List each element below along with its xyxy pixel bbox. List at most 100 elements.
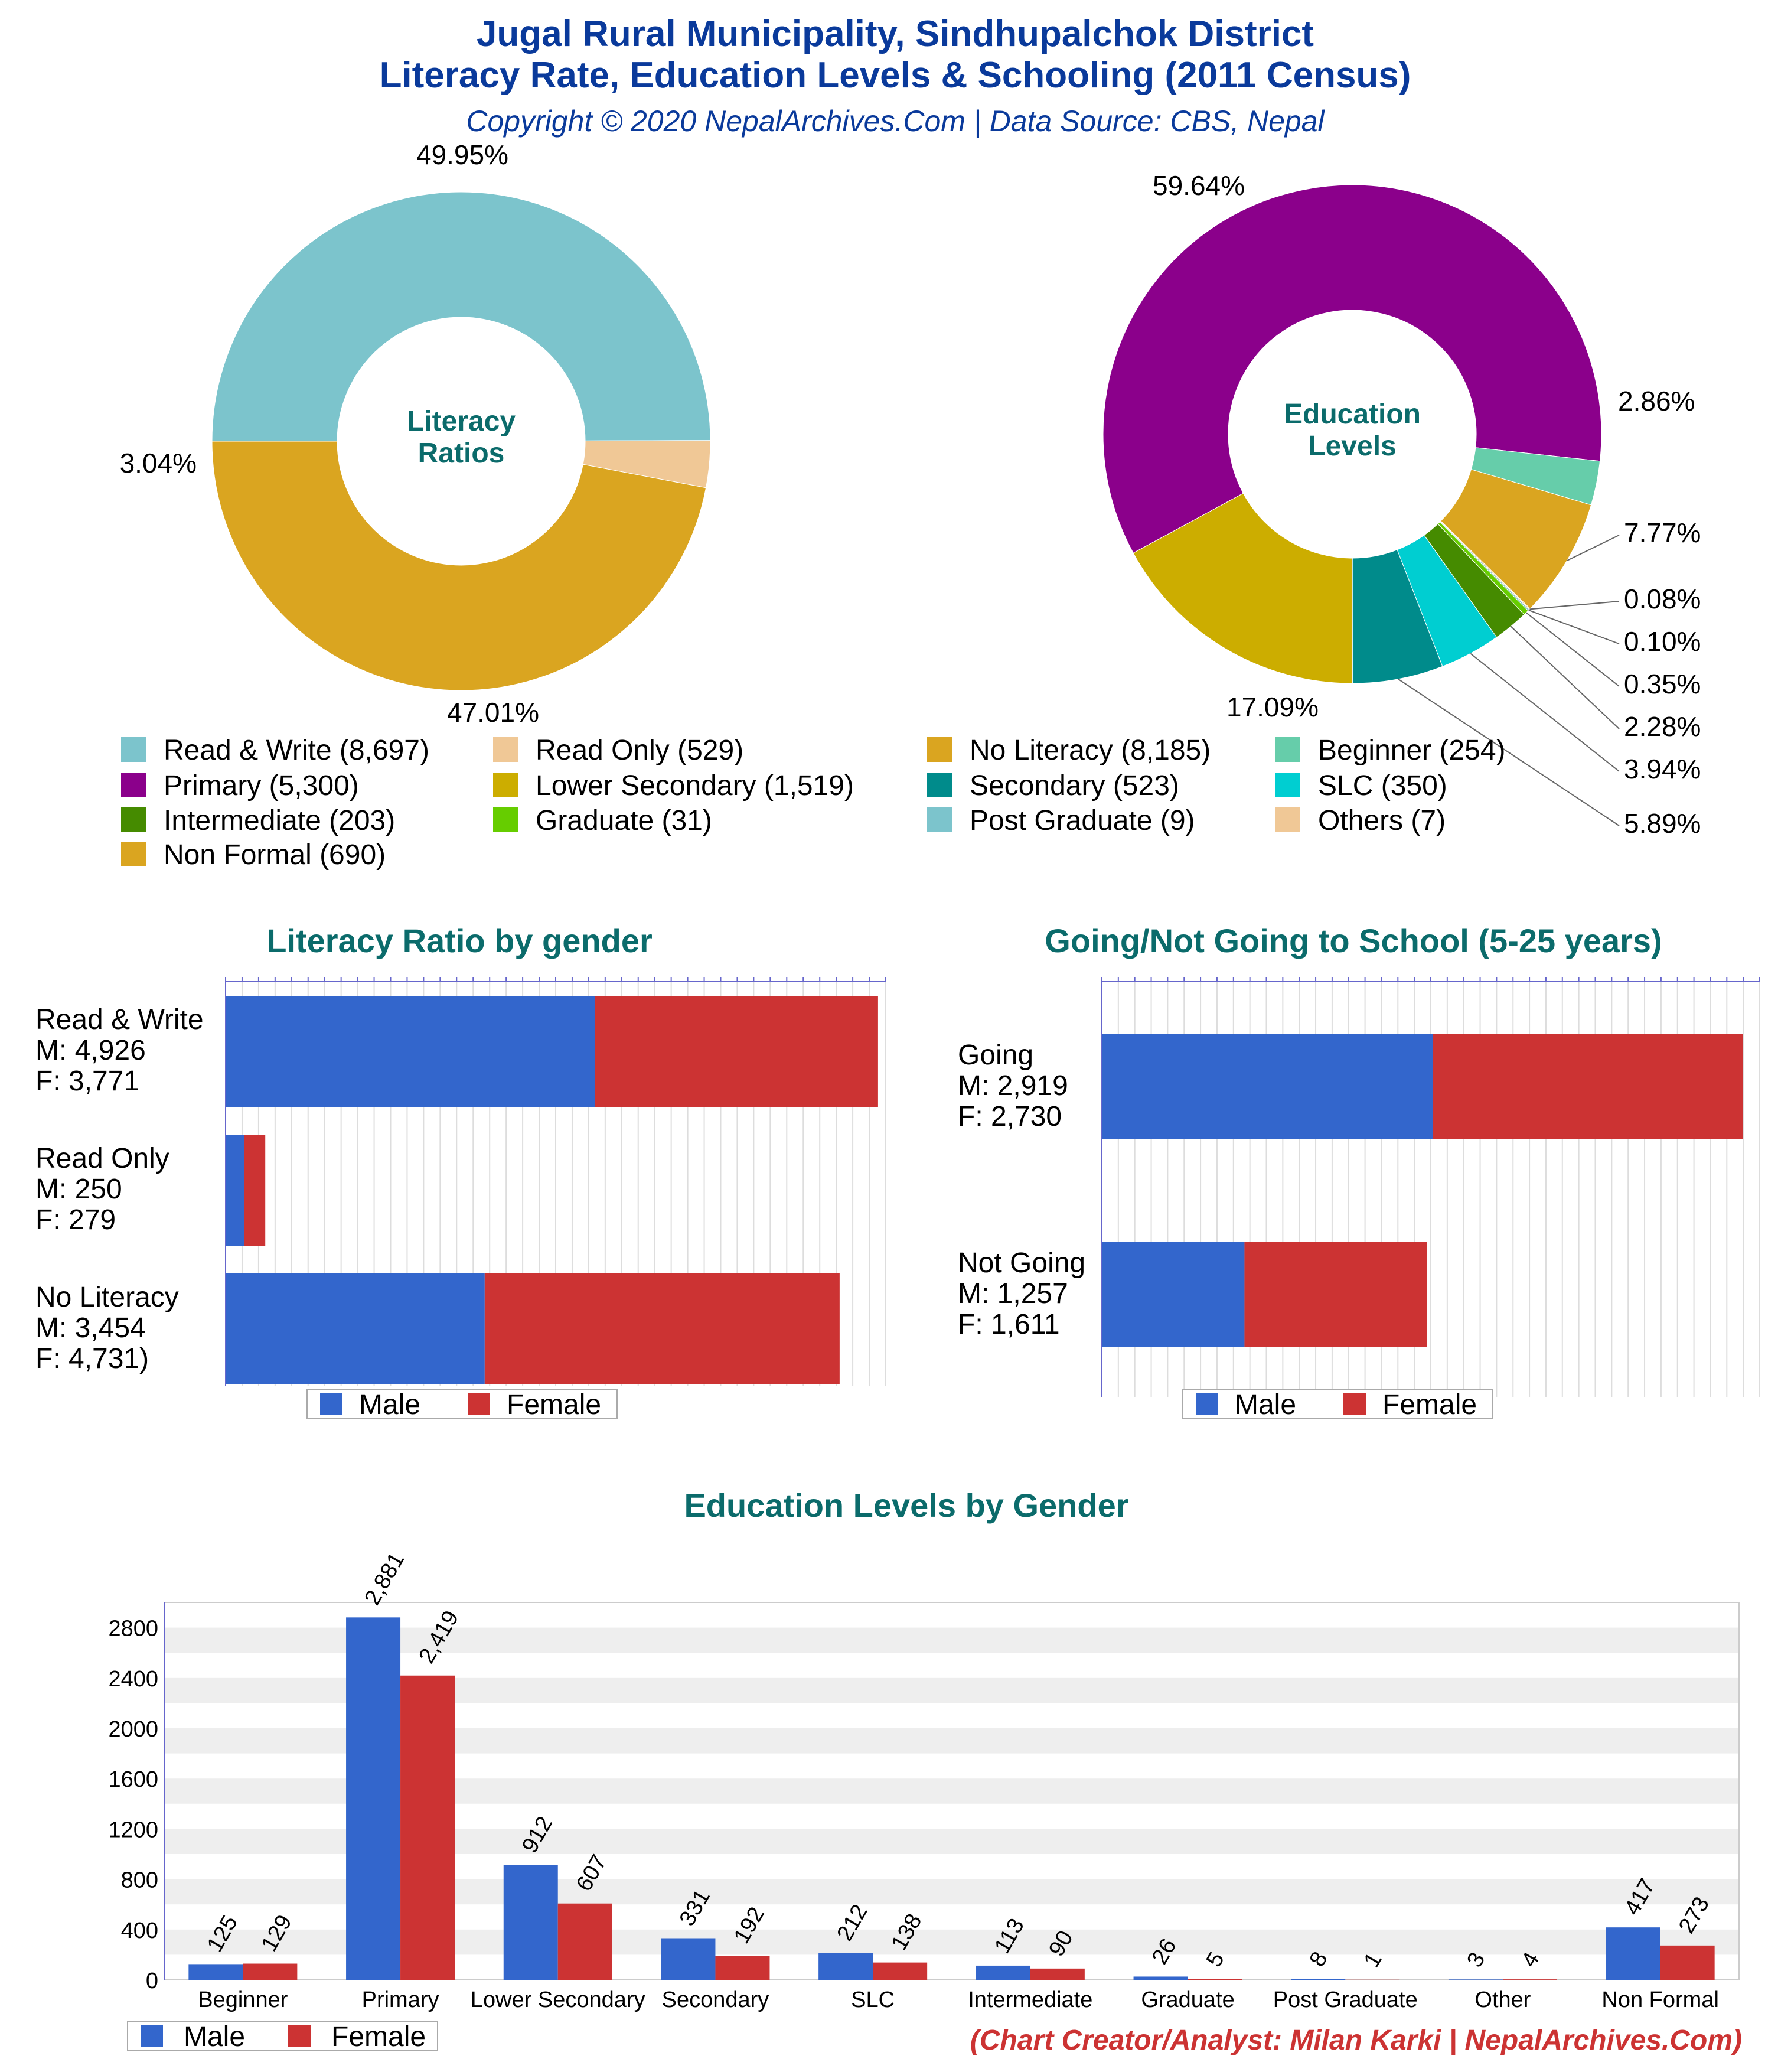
bar-male — [1291, 1979, 1346, 1980]
bar-male — [346, 1617, 401, 1980]
pie-legend: Read & Write (8,697) Read Only (529) No Li… — [121, 735, 1506, 871]
bar-male — [661, 1938, 716, 1980]
legend-swatch — [121, 737, 146, 762]
percent-label: 0.10% — [1624, 626, 1701, 657]
x-tick-label: Graduate — [1141, 1988, 1234, 2012]
bar-female — [400, 1675, 455, 1980]
legend-label-male: Male — [1235, 1389, 1296, 1421]
legend-label: Primary (5,300) — [164, 770, 359, 802]
legend-label: Others (7) — [1318, 805, 1446, 836]
x-tick-label: Other — [1474, 1988, 1531, 2012]
legend-label: Read & Write (8,697) — [164, 735, 429, 766]
category-label: M: 4,926 — [35, 1035, 146, 1066]
category-label: Going — [958, 1040, 1033, 1071]
x-tick-label: SLC — [851, 1988, 895, 2012]
category-label: Read & Write — [35, 1004, 204, 1035]
x-tick-label: Secondary — [662, 1988, 769, 2012]
legend-swatch — [1275, 807, 1300, 832]
slice-no-literacy — [211, 441, 707, 691]
legend-swatch — [927, 807, 952, 832]
x-tick-label: Intermediate — [968, 1988, 1092, 2012]
legend-label: Read Only (529) — [536, 735, 743, 766]
legend-label: Intermediate (203) — [164, 805, 395, 836]
category-label: M: 250 — [35, 1174, 122, 1205]
slice-primary — [1102, 184, 1602, 554]
category-label: F: 3,771 — [35, 1066, 139, 1097]
bar-male — [1102, 1242, 1245, 1347]
donut-center-label: Education — [1284, 399, 1421, 430]
leader-line — [1470, 653, 1620, 772]
bar-male — [226, 996, 595, 1107]
legend-label: Beginner (254) — [1318, 735, 1506, 766]
legend-swatch-female — [288, 2025, 311, 2047]
leader-line — [1528, 610, 1620, 644]
bar-male — [1133, 1976, 1188, 1980]
literacy-gender-title: Literacy Ratio by gender — [266, 922, 653, 959]
percent-label: 0.08% — [1624, 584, 1701, 614]
school-going-title: Going/Not Going to School (5-25 years) — [1045, 922, 1662, 959]
x-tick-label: Beginner — [198, 1988, 288, 2012]
bar-male — [188, 1964, 243, 1980]
category-label: M: 1,257 — [958, 1278, 1068, 1309]
legend-swatch-male — [1196, 1393, 1218, 1415]
legend-swatch-female — [1343, 1393, 1366, 1415]
bar-female — [873, 1962, 928, 1980]
legend-swatch — [927, 773, 952, 797]
bar-male — [1102, 1034, 1433, 1139]
x-tick-label: Lower Secondary — [471, 1988, 645, 2012]
slice-lower-secondary — [1133, 493, 1353, 684]
category-label: M: 3,454 — [35, 1312, 146, 1344]
legend-label: SLC (350) — [1318, 770, 1447, 802]
bar-female — [244, 1135, 266, 1246]
leader-line — [1529, 601, 1620, 610]
x-tick-label: Non Formal — [1601, 1988, 1719, 2012]
bar-male — [226, 1135, 244, 1246]
legend-swatch — [493, 773, 518, 797]
y-tick-label: 2000 — [108, 1717, 158, 1742]
bar-legend-frame — [1182, 1389, 1493, 1419]
percent-label: 5.89% — [1624, 808, 1701, 839]
bar-female — [243, 1963, 298, 1980]
legend-swatch — [1275, 737, 1300, 762]
legend-label-male: Male — [184, 2021, 245, 2053]
y-tick-label: 2400 — [108, 1667, 158, 1692]
legend-label: Secondary (523) — [970, 770, 1179, 802]
bar-female — [1188, 1979, 1242, 1980]
bar-male — [818, 1953, 873, 1980]
percent-label: 59.64% — [1153, 170, 1245, 201]
bar-legend-frame — [306, 1389, 618, 1419]
page-title-line2: Literacy Rate, Education Levels & School… — [380, 55, 1411, 96]
percent-label: 47.01% — [447, 697, 539, 728]
bar-female — [557, 1903, 612, 1980]
bar-female — [1502, 1979, 1557, 1980]
copyright-text: Copyright © 2020 NepalArchives.Com | Dat… — [466, 105, 1325, 138]
leader-line — [1398, 678, 1620, 826]
percent-label: 7.77% — [1624, 517, 1701, 548]
credit-text: (Chart Creator/Analyst: Milan Karki | Ne… — [970, 2025, 1742, 2056]
legend-label: No Literacy (8,185) — [970, 735, 1211, 766]
legend-swatch — [121, 807, 146, 832]
y-tick-label: 1600 — [108, 1767, 158, 1792]
leader-line — [1525, 612, 1620, 687]
donut-center-label: Ratios — [418, 438, 505, 469]
y-tick-label: 800 — [121, 1868, 158, 1893]
legend-swatch-female — [468, 1393, 490, 1415]
y-tick-label: 1200 — [108, 1817, 158, 1842]
legend-swatch — [927, 737, 952, 762]
category-label: F: 2,730 — [958, 1101, 1062, 1132]
grid-band — [164, 1627, 1739, 1653]
bar-legend-frame — [127, 2021, 438, 2051]
y-tick-label: 0 — [146, 1969, 158, 1993]
value-label-male: 2,881 — [360, 1548, 409, 1609]
percent-label: 2.28% — [1624, 711, 1701, 742]
y-tick-label: 400 — [121, 1918, 158, 1943]
bar-male — [226, 1273, 485, 1384]
legend-label: Lower Secondary (1,519) — [536, 770, 854, 802]
slice-read-write — [211, 191, 711, 442]
bar-male — [1448, 1979, 1503, 1980]
